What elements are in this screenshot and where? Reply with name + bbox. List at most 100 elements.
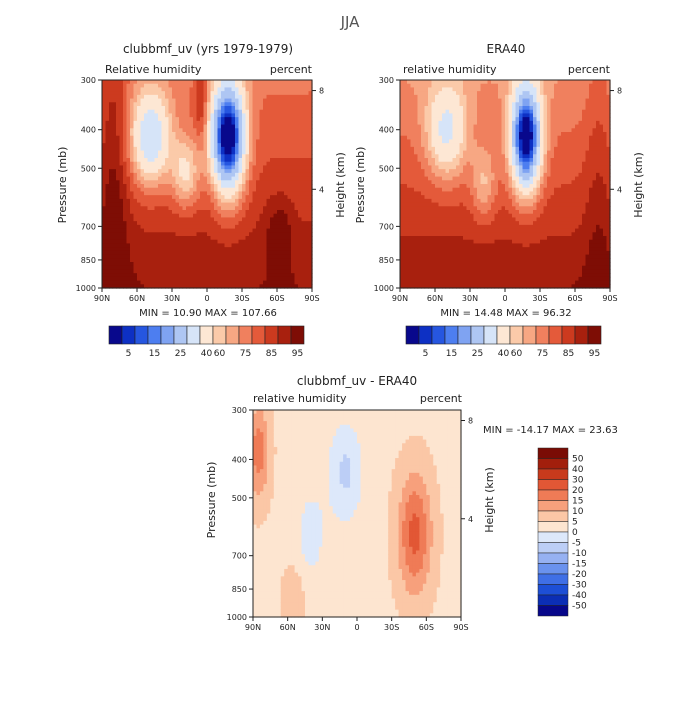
contour-cell: [400, 169, 404, 173]
contour-cell: [456, 84, 460, 88]
contour-cell: [467, 177, 471, 181]
contour-cell: [155, 99, 159, 103]
contour-cell: [439, 210, 443, 214]
contour-cell: [477, 255, 481, 259]
contour-cell: [183, 217, 187, 221]
contour-cell: [151, 184, 155, 188]
contour-cell: [425, 147, 429, 151]
contour-cell: [295, 266, 299, 270]
contour-cell: [460, 255, 464, 259]
contour-cell: [242, 225, 246, 229]
contour-cell: [453, 121, 457, 125]
contour-cell: [246, 154, 250, 158]
contour-cell: [162, 80, 166, 84]
contour-cell: [463, 266, 467, 270]
contour-cell: [197, 117, 201, 121]
contour-cell: [288, 232, 292, 236]
contour-cell: [484, 132, 488, 136]
contour-cell: [106, 191, 110, 195]
contour-cell: [263, 184, 267, 188]
contour-cell: [239, 121, 243, 125]
contour-cell: [474, 180, 478, 184]
contour-cell: [295, 95, 299, 99]
contour-cell: [488, 147, 492, 151]
contour-cell: [106, 102, 110, 106]
contour-cell: [421, 240, 425, 244]
contour-cell: [246, 247, 250, 251]
contour-cell: [260, 188, 264, 192]
contour-cell: [277, 173, 281, 177]
contour-cell: [281, 203, 285, 207]
contour-cell: [488, 229, 492, 233]
contour-cell: [298, 151, 302, 155]
contour-cell: [130, 281, 134, 285]
contour-cell: [270, 125, 274, 129]
contour-cell: [256, 269, 260, 273]
contour-cell: [190, 125, 194, 129]
contour-cell: [284, 106, 288, 110]
contour-cell: [407, 240, 411, 244]
contour-cell: [200, 154, 204, 158]
contour-cell: [204, 203, 208, 207]
contour-cell: [158, 221, 162, 225]
contour-cell: [274, 158, 278, 162]
contour-cell: [274, 113, 278, 117]
contour-cell: [295, 258, 299, 262]
contour-cell: [463, 113, 467, 117]
contour-cell: [246, 143, 250, 147]
contour-cell: [453, 273, 457, 277]
contour-cell: [477, 247, 481, 251]
contour-cell: [113, 143, 117, 147]
contour-cell: [456, 173, 460, 177]
contour-cell: [151, 165, 155, 169]
contour-cell: [421, 95, 425, 99]
contour-cell: [474, 143, 478, 147]
contour-cell: [463, 214, 467, 218]
contour-cell: [214, 136, 218, 140]
contour-cell: [183, 147, 187, 151]
contour-cell: [414, 206, 418, 210]
contour-cell: [123, 221, 127, 225]
contour-cell: [134, 203, 138, 207]
contour-cell: [428, 184, 432, 188]
contour-cell: [116, 106, 120, 110]
contour-cell: [239, 125, 243, 129]
contour-cell: [123, 158, 127, 162]
contour-cell: [488, 240, 492, 244]
contour-cell: [218, 125, 222, 129]
contour-cell: [176, 147, 180, 151]
contour-cell: [474, 117, 478, 121]
contour-cell: [267, 210, 271, 214]
contour-cell: [141, 184, 145, 188]
contour-cell: [186, 162, 190, 166]
contour-cell: [481, 87, 485, 91]
contour-cell: [449, 121, 453, 125]
contour-cell: [193, 113, 197, 117]
contour-cell: [214, 113, 218, 117]
contour-cell: [488, 177, 492, 181]
contour-cell: [235, 210, 239, 214]
contour-cell: [274, 281, 278, 285]
contour-cell: [193, 139, 197, 143]
contour-cell: [404, 277, 408, 281]
contour-cell: [305, 132, 309, 136]
contour-cell: [263, 225, 267, 229]
contour-cell: [488, 113, 492, 117]
contour-cell: [106, 162, 110, 166]
contour-cell: [106, 139, 110, 143]
contour-cell: [425, 251, 429, 255]
contour-cell: [197, 195, 201, 199]
contour-cell: [214, 281, 218, 285]
contour-cell: [414, 139, 418, 143]
contour-cell: [151, 232, 155, 236]
contour-cell: [439, 165, 443, 169]
contour-cell: [470, 240, 474, 244]
contour-cell: [148, 199, 152, 203]
contour-cell: [288, 95, 292, 99]
contour-cell: [288, 229, 292, 233]
contour-cell: [239, 87, 243, 91]
contour-cell: [274, 80, 278, 84]
contour-cell: [193, 225, 197, 229]
contour-cell: [432, 154, 436, 158]
contour-cell: [137, 117, 141, 121]
